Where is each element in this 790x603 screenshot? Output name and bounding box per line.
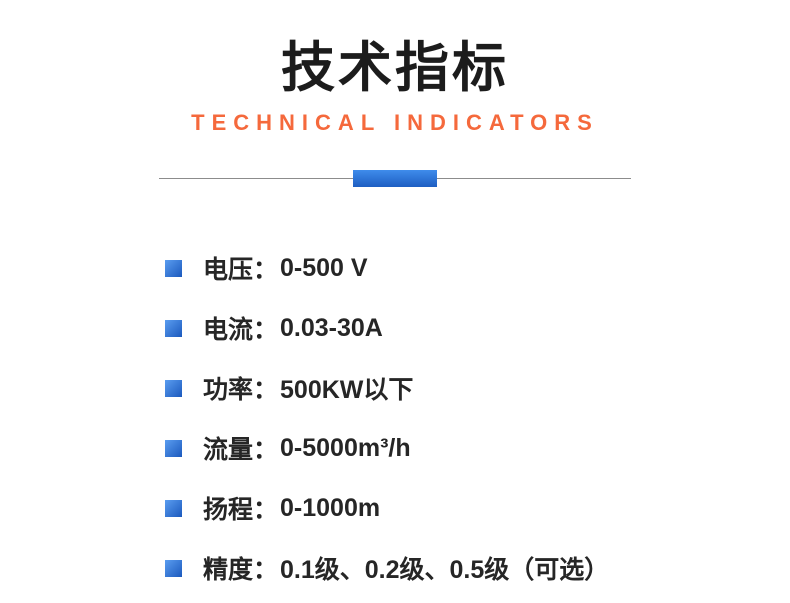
- spec-label: 功率：: [203, 376, 279, 404]
- spec-row-power: 功率： 500KW以下: [165, 358, 790, 418]
- spec-value: 0-1000m: [280, 493, 381, 522]
- spec-row-flow: 流量： 0-5000m³/h: [165, 418, 790, 478]
- section-header: 技术指标 TECHNICAL INDICATORS: [0, 0, 790, 136]
- square-bullet-icon: [165, 559, 182, 577]
- spec-value: 0-500 V: [280, 253, 368, 282]
- spec-label: 流量：: [203, 436, 279, 464]
- square-bullet-icon: [165, 439, 182, 457]
- spec-value: 0-5000m³/h: [280, 433, 411, 462]
- square-bullet-icon: [165, 319, 182, 337]
- spec-label: 电流：: [203, 316, 279, 344]
- square-bullet-icon: [165, 379, 182, 397]
- spec-list: 电压： 0-500 V 电流： 0.03-30A 功率： 500KW以下 流量：…: [165, 238, 790, 598]
- page-title: 技术指标: [281, 38, 509, 98]
- spec-row-voltage: 电压： 0-500 V: [165, 238, 790, 298]
- spec-value: 500KW以下: [280, 376, 414, 404]
- spec-row-head: 扬程： 0-1000m: [165, 478, 790, 538]
- spec-row-accuracy: 精度： 0.1级、0.2级、0.5级（可选）: [165, 538, 790, 598]
- square-bullet-icon: [165, 499, 182, 517]
- spec-value: 0.1级、0.2级、0.5级（可选）: [280, 556, 610, 584]
- spec-label: 精度：: [203, 556, 279, 584]
- square-bullet-icon: [165, 259, 182, 277]
- spec-label: 扬程：: [203, 496, 279, 524]
- spec-label: 电压：: [203, 256, 279, 284]
- divider-accent-bar: [353, 170, 437, 187]
- spec-value: 0.03-30A: [280, 313, 383, 342]
- divider: [159, 170, 631, 188]
- spec-row-current: 电流： 0.03-30A: [165, 298, 790, 358]
- page-subtitle: TECHNICAL INDICATORS: [191, 110, 599, 135]
